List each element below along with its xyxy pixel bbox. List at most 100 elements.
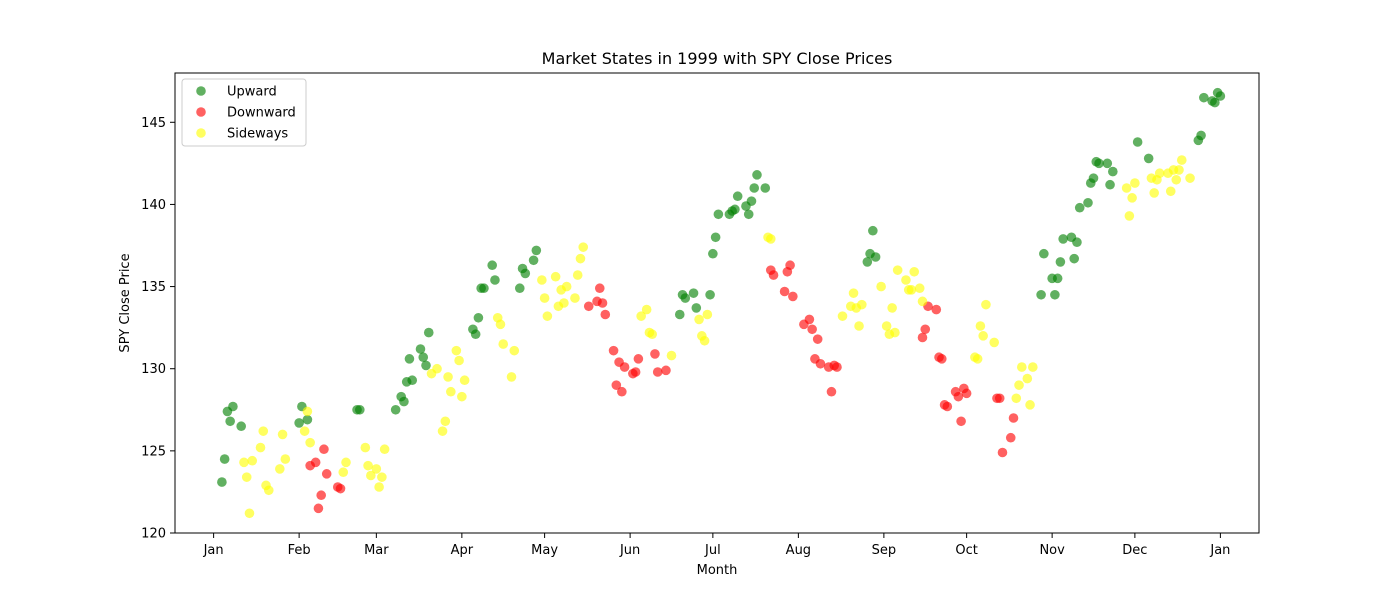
chart-title: Market States in 1999 with SPY Close Pri… [542,49,893,68]
point-sideways [1124,211,1135,221]
y-tick-label: 145 [141,116,166,131]
point-upward [421,360,431,371]
point-sideways [241,472,252,482]
legend-marker-upward [196,86,206,96]
point-sideways [371,464,382,474]
point-upward [1083,197,1093,208]
point-upward [490,275,500,285]
point-sideways [258,426,269,436]
point-sideways [1130,178,1140,188]
point-upward [404,354,415,364]
point-sideways [857,299,867,310]
point-upward [470,329,481,340]
point-downward [617,386,627,397]
point-sideways [702,309,713,320]
point-sideways [302,406,313,417]
point-upward [302,414,313,425]
point-downward [815,358,826,369]
point-sideways [890,327,900,338]
point-sideways [641,304,652,315]
point-sideways [1127,193,1137,203]
point-downward [633,354,644,364]
point-upward [760,183,771,193]
point-upward [1074,202,1085,213]
point-sideways [561,281,572,292]
point-upward [219,454,230,464]
point-upward [418,352,429,363]
point-upward [1094,158,1104,169]
point-upward [710,232,721,243]
point-sideways [341,457,351,468]
point-sideways [981,299,991,310]
point-sideways [443,372,453,382]
point-downward [630,367,641,377]
point-downward [961,388,972,399]
point-upward [217,477,227,487]
point-upward [415,344,426,354]
point-upward [1132,137,1143,147]
point-downward [807,324,817,335]
point-sideways [247,455,258,466]
point-sideways [699,335,710,346]
point-upward [1039,248,1049,259]
point-sideways [1171,174,1182,185]
point-sideways [636,311,646,321]
x-tick-label: Aug [786,543,811,558]
point-sideways [446,386,456,397]
point-sideways [495,319,506,330]
point-sideways [1174,165,1184,175]
point-sideways [509,345,520,356]
point-sideways [280,454,291,464]
point-upward [730,204,740,215]
point-upward [705,289,715,300]
point-sideways [1014,380,1024,390]
point-sideways [457,391,467,402]
point-sideways [377,472,387,482]
point-sideways [765,234,776,244]
point-sideways [559,298,569,308]
point-sideways [244,508,255,519]
point-sideways [299,426,310,436]
point-upward [862,257,873,267]
x-tick-label: Dec [1122,543,1147,558]
point-downward [917,332,928,343]
point-upward [1102,158,1113,169]
point-sideways [575,253,586,264]
point-sideways [305,437,315,448]
x-tick-label: May [531,543,558,558]
point-upward [746,196,757,206]
point-sideways [848,288,859,298]
point-sideways [901,275,911,285]
y-tick-label: 140 [141,198,166,213]
point-sideways [506,372,517,382]
point-sideways [1185,173,1195,183]
point-upward [528,255,539,266]
point-downward [597,298,608,308]
point-sideways [1022,373,1033,384]
points-layer [217,87,1226,519]
point-sideways [972,354,983,364]
point-sideways [451,345,462,356]
point-upward [225,416,235,427]
point-sideways [437,426,448,436]
point-upward [487,260,498,271]
point-upward [674,309,685,320]
point-upward [1088,173,1099,183]
point-sideways [694,314,704,325]
point-upward [520,268,531,279]
point-upward [236,421,246,432]
legend-box [181,78,307,147]
x-tick-label: Mar [364,543,389,558]
point-upward [1108,166,1118,177]
point-upward [294,418,304,428]
point-upward [868,225,878,236]
point-downward [920,324,931,335]
point-downward [994,393,1005,404]
point-upward [752,170,762,180]
point-downward [826,386,837,397]
y-tick-label: 125 [141,444,166,459]
y-axis-title: SPY Close Price [118,253,133,352]
point-downward [310,457,321,468]
point-sideways [647,329,657,340]
point-upward [1052,273,1063,284]
